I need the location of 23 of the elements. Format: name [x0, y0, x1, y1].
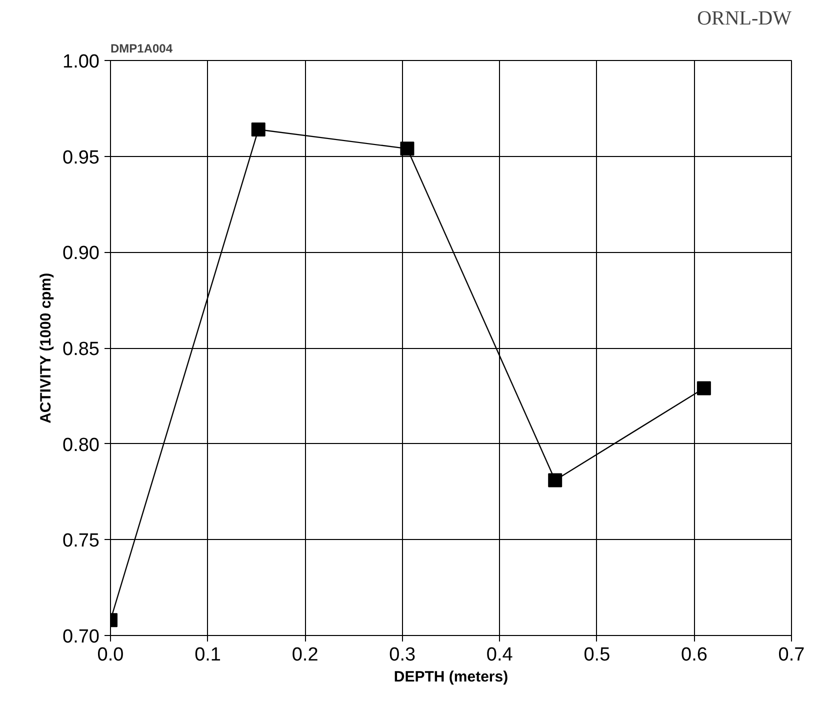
y-tick-label: 0.70 — [62, 626, 100, 648]
x-tick-label: 0.0 — [97, 644, 124, 666]
y-tick-label: 0.85 — [62, 339, 100, 360]
point — [548, 473, 562, 488]
y-tick-label: 0.75 — [62, 530, 100, 552]
x-tick-label: 0.3 — [389, 644, 416, 666]
x-tick-label: 0.6 — [681, 644, 708, 666]
x-tick-label: 0.1 — [194, 644, 221, 666]
x-axis-title: DEPTH (meters) — [394, 668, 508, 686]
x-tick-label: 0.4 — [486, 644, 514, 666]
x-tick-label: 0.2 — [292, 644, 318, 666]
x-tick-label: 0.7 — [778, 644, 805, 666]
text: ORNL-DW — [697, 8, 792, 30]
y-tick-label: 0.95 — [62, 147, 100, 168]
point — [251, 122, 266, 136]
y-tick-label: 1.00 — [62, 52, 100, 72]
point — [696, 381, 711, 396]
point — [400, 142, 414, 156]
text: DMP1A004 — [110, 42, 173, 56]
x-tick-label: 0.5 — [584, 644, 610, 666]
y-axis-title: ACTIVITY (1000 cpm) — [38, 272, 55, 424]
y-tick-label: 0.90 — [62, 243, 100, 264]
y-tick-label: 0.80 — [62, 434, 100, 456]
